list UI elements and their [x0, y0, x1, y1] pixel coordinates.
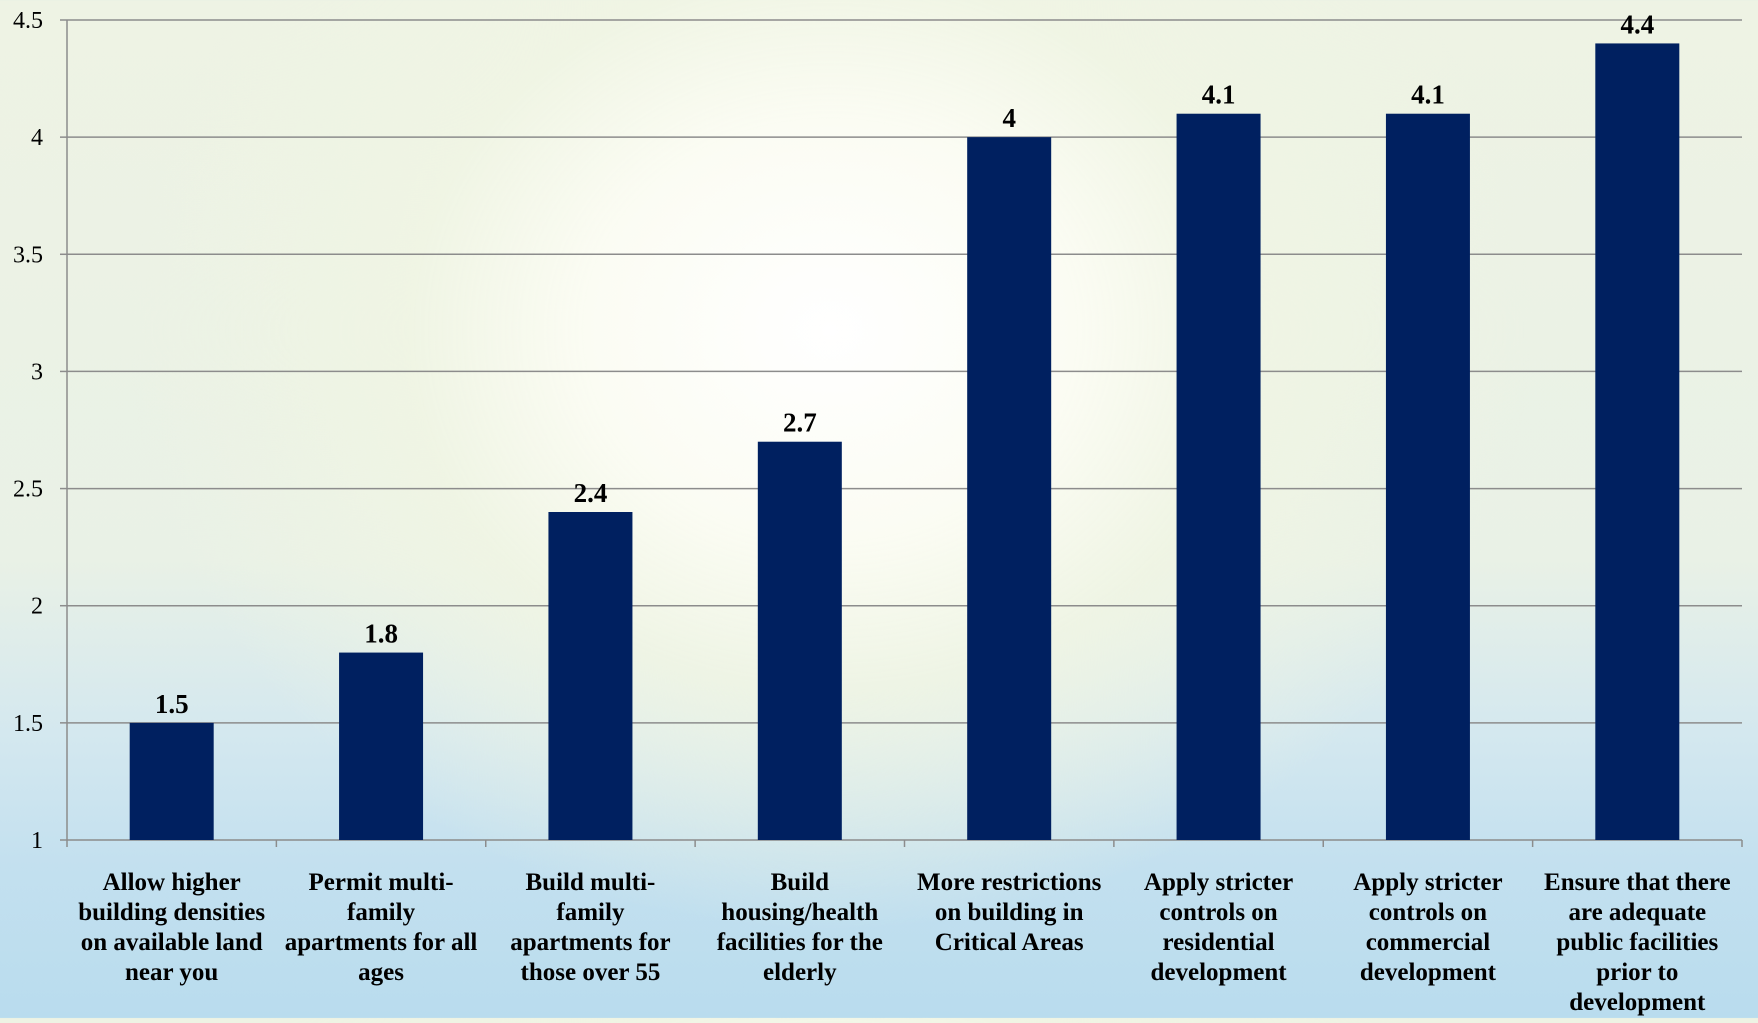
x-tick-label: facilities for the — [717, 929, 883, 956]
bar — [129, 722, 214, 840]
x-tick-label: near you — [125, 959, 218, 986]
y-tick-label: 4 — [31, 125, 43, 151]
bar — [1385, 113, 1470, 840]
x-tick-label: ages — [358, 959, 404, 986]
x-tick-label: on building in — [935, 899, 1084, 926]
x-tick-label: Ensure that there — [1544, 869, 1731, 896]
x-tick-label: residential — [1163, 929, 1275, 956]
x-tick-label: Critical Areas — [935, 929, 1084, 956]
x-tick-label: development — [1569, 989, 1706, 1016]
x-tick-label: commercial — [1366, 929, 1491, 956]
x-tick-label: are adequate — [1568, 899, 1706, 926]
data-label: 4.4 — [1620, 9, 1654, 39]
x-tick-label: apartments for — [510, 929, 670, 956]
y-tick-label: 2.5 — [13, 477, 43, 503]
x-tick-label: family — [347, 899, 416, 926]
data-label: 2.4 — [574, 478, 608, 508]
x-tick-label: development — [1360, 959, 1497, 986]
data-label: 4.1 — [1202, 80, 1236, 110]
x-tick-label: those over 55 — [521, 959, 661, 986]
y-tick-label: 1 — [31, 828, 43, 854]
bar — [339, 652, 424, 840]
data-label: 2.7 — [783, 408, 817, 438]
y-tick-label: 2 — [31, 594, 43, 620]
bar — [1595, 43, 1680, 840]
x-tick-label: apartments for all — [285, 929, 478, 956]
y-tick-label: 3 — [31, 359, 43, 385]
data-label: 1.8 — [364, 619, 398, 649]
x-tick-label: Apply stricter — [1144, 869, 1293, 896]
data-label: 4 — [1002, 103, 1016, 133]
x-tick-label: controls on — [1369, 899, 1487, 926]
bar — [1176, 113, 1261, 840]
x-tick-label: elderly — [763, 959, 837, 986]
x-tick-label: building densities — [78, 899, 265, 926]
x-tick-label: Build multi- — [525, 869, 655, 896]
y-tick-label: 1.5 — [13, 711, 43, 737]
x-tick-label: Apply stricter — [1353, 869, 1502, 896]
x-tick-label: controls on — [1159, 899, 1277, 926]
x-tick-label: public facilities — [1556, 929, 1718, 956]
x-tick-label: family — [556, 899, 625, 926]
x-tick-label: Allow higher — [103, 869, 241, 896]
y-tick-label: 3.5 — [13, 242, 43, 268]
x-tick-label: More restrictions — [917, 869, 1102, 896]
bar — [757, 441, 842, 840]
x-tick-label: on available land — [81, 929, 263, 956]
bar — [548, 512, 633, 840]
x-tick-label: development — [1151, 959, 1288, 986]
data-label: 1.5 — [155, 689, 189, 719]
x-tick-label: prior to — [1596, 959, 1678, 986]
x-tick-label: Build — [771, 869, 829, 896]
x-tick-label: Permit multi- — [309, 869, 454, 896]
bar — [967, 137, 1052, 841]
y-tick-label: 4.5 — [13, 8, 43, 34]
data-label: 4.1 — [1411, 80, 1445, 110]
x-tick-label: housing/health — [721, 899, 878, 926]
